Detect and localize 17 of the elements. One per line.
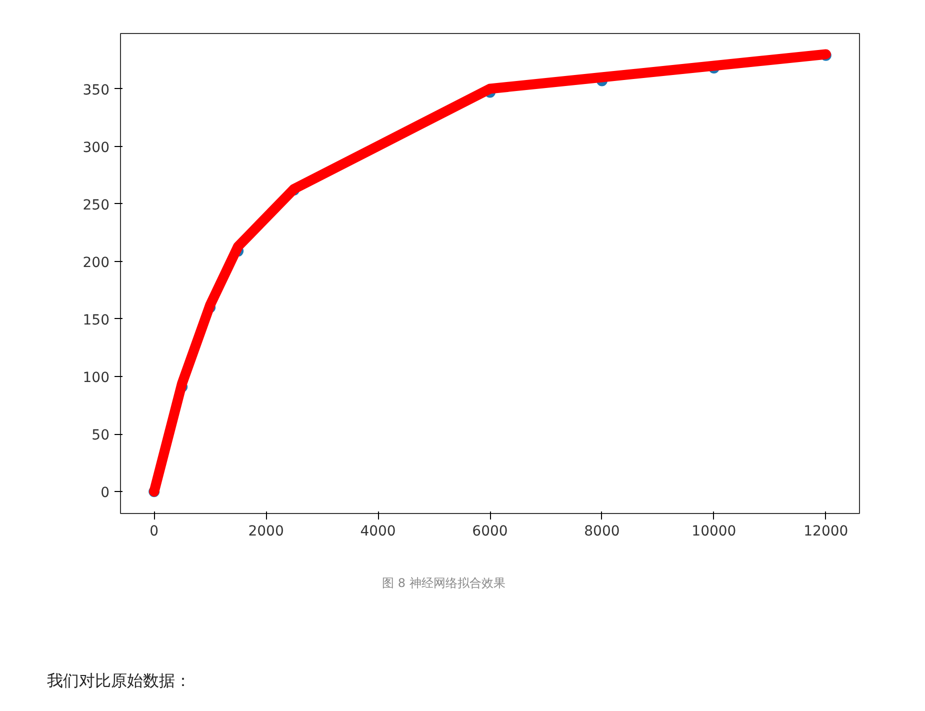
y-tick-label: 300: [82, 140, 110, 156]
x-tick-label: 10000: [692, 524, 736, 540]
y-tick-label: 50: [92, 428, 110, 444]
x-tick-label: 0: [150, 524, 159, 540]
x-tick-label: 2000: [248, 524, 284, 540]
x-tick-label: 12000: [804, 524, 848, 540]
text: 我们对比原始数据：: [47, 670, 191, 692]
caption: 图 8 神经网络拟合效果: [382, 575, 506, 592]
x-tick-label: 6000: [472, 524, 508, 540]
y-tick-label: 150: [82, 312, 110, 328]
y-tick-label: 250: [82, 197, 110, 214]
y-tick-label: 100: [82, 370, 110, 386]
y-tick-label: 0: [100, 485, 110, 502]
x-tick-label: 4000: [360, 524, 396, 540]
y-tick-label: 350: [82, 82, 110, 98]
x-tick-label: 8000: [584, 524, 620, 540]
y-tick-label: 200: [82, 254, 110, 271]
